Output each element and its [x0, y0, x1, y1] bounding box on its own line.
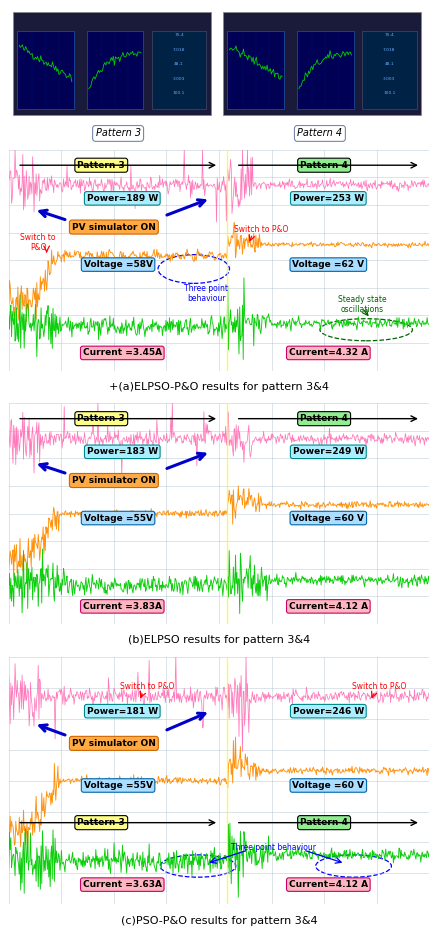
Text: (b)ELPSO results for pattern 3&4: (b)ELPSO results for pattern 3&4: [128, 635, 310, 645]
Text: Three point behaviour: Three point behaviour: [231, 843, 316, 852]
Text: Current=4.12 A: Current=4.12 A: [289, 880, 368, 889]
Text: Voltage =60 V: Voltage =60 V: [292, 513, 364, 523]
Text: Pattern 4: Pattern 4: [300, 414, 348, 423]
Text: Voltage =55V: Voltage =55V: [84, 513, 152, 523]
Text: PV simulator ON: PV simulator ON: [72, 739, 156, 748]
Text: 7.018: 7.018: [173, 48, 185, 52]
FancyBboxPatch shape: [297, 31, 353, 108]
Text: Pattern 3: Pattern 3: [78, 414, 125, 423]
Text: Power=246 W: Power=246 W: [293, 706, 364, 716]
FancyBboxPatch shape: [362, 31, 417, 108]
Text: Pattern 3: Pattern 3: [95, 128, 141, 138]
Text: Three point
behaviour: Three point behaviour: [184, 284, 228, 303]
Text: Voltage =58V: Voltage =58V: [84, 260, 152, 269]
Text: Switch to P&O: Switch to P&O: [352, 682, 406, 690]
Text: 75.4: 75.4: [174, 33, 184, 38]
FancyBboxPatch shape: [152, 31, 206, 108]
Text: 48.1: 48.1: [385, 62, 394, 66]
Text: Steady state
oscillations: Steady state oscillations: [338, 295, 386, 314]
Text: 100.1: 100.1: [173, 91, 185, 95]
Text: (c)PSO-P&O results for pattern 3&4: (c)PSO-P&O results for pattern 3&4: [121, 916, 317, 926]
Text: 48.1: 48.1: [174, 62, 184, 66]
Text: Power=183 W: Power=183 W: [87, 447, 158, 456]
Text: Voltage =60 V: Voltage =60 V: [292, 781, 364, 790]
Text: Power=181 W: Power=181 W: [87, 706, 158, 716]
Text: Pattern 4: Pattern 4: [300, 161, 348, 170]
FancyBboxPatch shape: [17, 31, 74, 108]
FancyBboxPatch shape: [223, 11, 421, 115]
Text: 7.018: 7.018: [383, 48, 396, 52]
Text: 3.003: 3.003: [173, 77, 185, 81]
Text: 3.003: 3.003: [383, 77, 396, 81]
Text: Power=253 W: Power=253 W: [293, 194, 364, 203]
Text: Switch to
P&O: Switch to P&O: [21, 233, 56, 252]
FancyBboxPatch shape: [87, 31, 143, 108]
Text: Switch to P&O: Switch to P&O: [120, 682, 175, 690]
Text: Voltage =62 V: Voltage =62 V: [292, 260, 364, 269]
FancyBboxPatch shape: [227, 31, 284, 108]
Text: Power=249 W: Power=249 W: [293, 447, 364, 456]
Text: PV simulator ON: PV simulator ON: [72, 222, 156, 232]
Text: 75.4: 75.4: [385, 33, 394, 38]
Text: Pattern 3: Pattern 3: [78, 161, 125, 170]
Text: Current =3.45A: Current =3.45A: [83, 349, 162, 357]
Text: Voltage =55V: Voltage =55V: [84, 781, 152, 790]
Text: Current=4.12 A: Current=4.12 A: [289, 602, 368, 610]
FancyBboxPatch shape: [13, 11, 211, 115]
Text: PV simulator ON: PV simulator ON: [72, 476, 156, 485]
Text: Current =3.83A: Current =3.83A: [83, 602, 162, 610]
Text: Switch to P&O: Switch to P&O: [234, 225, 288, 234]
Text: 100.1: 100.1: [383, 91, 396, 95]
Text: Pattern 3: Pattern 3: [78, 819, 125, 827]
Text: Current =3.63A: Current =3.63A: [83, 880, 162, 889]
Text: Pattern 4: Pattern 4: [297, 128, 343, 138]
Text: Current=4.32 A: Current=4.32 A: [289, 349, 368, 357]
Text: Pattern 4: Pattern 4: [300, 819, 348, 827]
Text: +(a)ELPSO-P&O results for pattern 3&4: +(a)ELPSO-P&O results for pattern 3&4: [109, 382, 329, 392]
Text: Power=189 W: Power=189 W: [87, 194, 158, 203]
